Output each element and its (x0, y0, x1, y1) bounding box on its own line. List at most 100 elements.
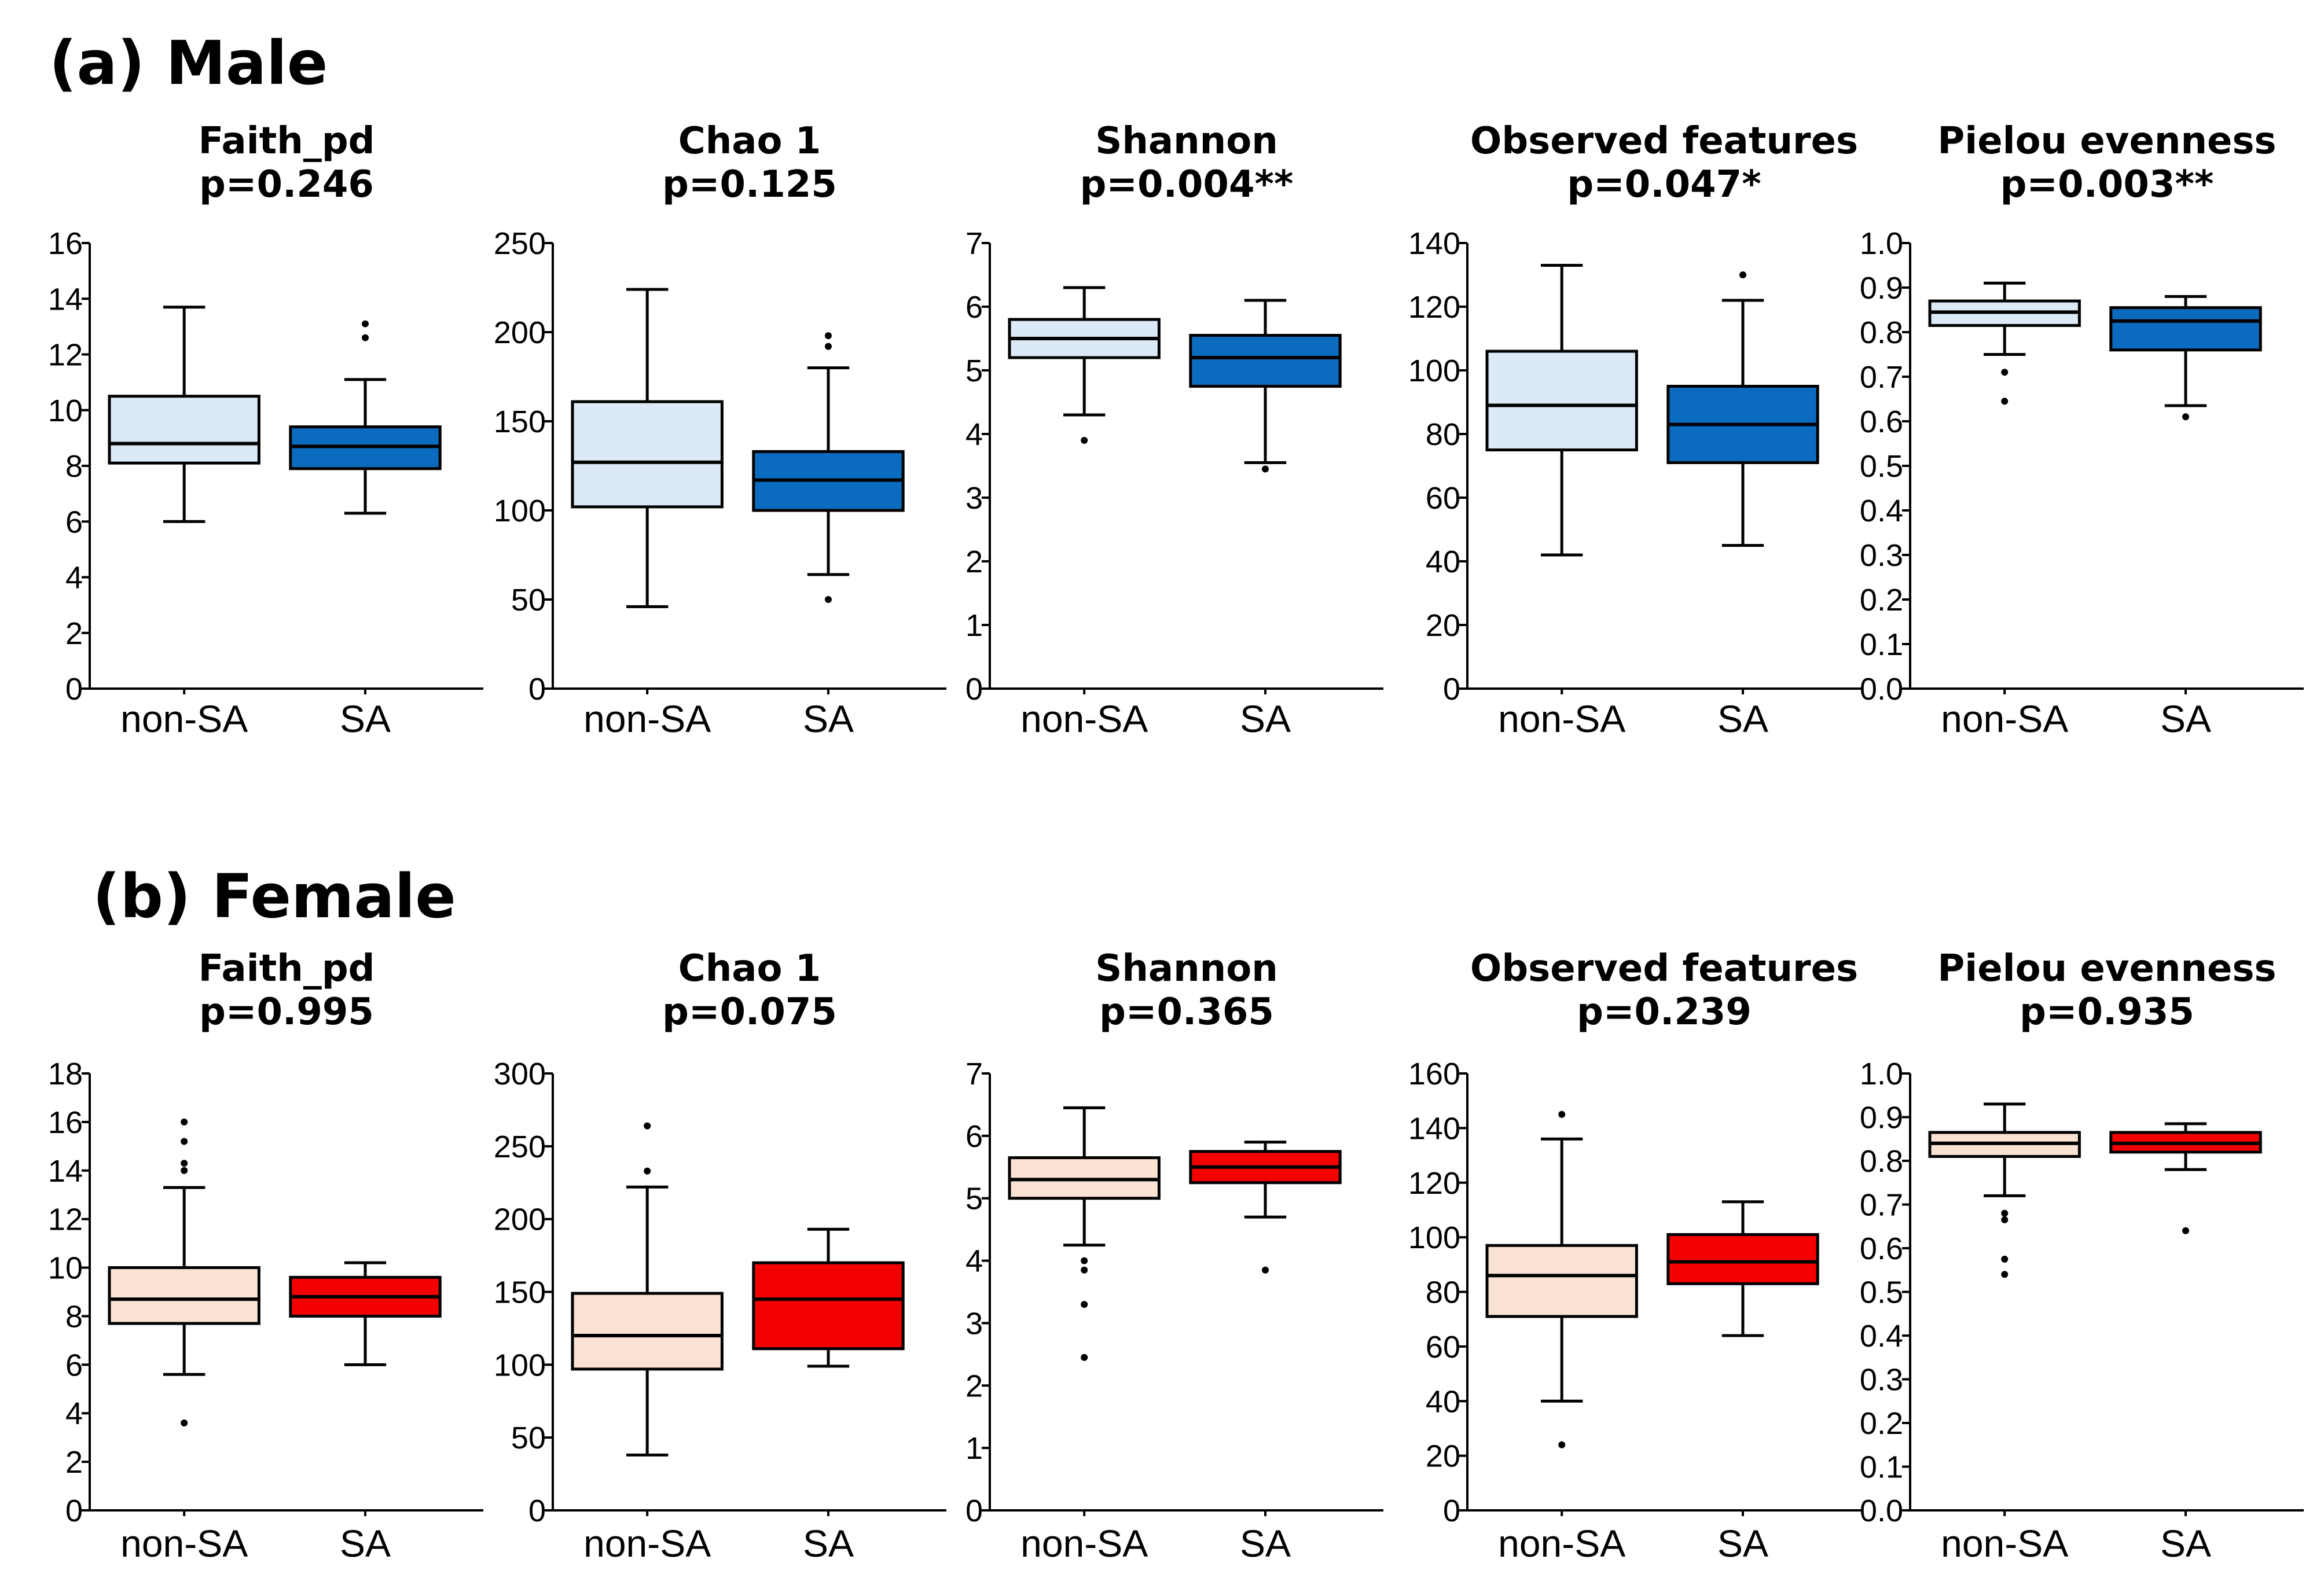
outlier-point-non-sa (1081, 1266, 1088, 1274)
x-category-label: non-SA (120, 1522, 248, 1565)
y-tick-label: 4 (65, 561, 83, 595)
box-non-sa (571, 1292, 724, 1371)
y-tick-label: 300 (494, 1057, 546, 1091)
y-tick-label: 16 (48, 1105, 83, 1140)
y-tick-label: 160 (1408, 1057, 1460, 1091)
y-tick-label: 120 (1408, 1166, 1460, 1201)
y-tick-label: 3 (965, 481, 983, 516)
outlier-point-non-sa (1558, 1110, 1566, 1118)
y-tick-label: 20 (1426, 608, 1460, 643)
outlier-point-sa (2182, 1227, 2189, 1234)
y-tick-label: 0 (1443, 1494, 1460, 1528)
y-tick-label: 1 (965, 608, 983, 643)
panel-title: Observed features (1470, 120, 1858, 163)
y-tick-label: 100 (494, 494, 546, 528)
y-tick-label: 14 (48, 1154, 83, 1189)
y-tick-label: 12 (48, 1202, 83, 1237)
y-tick-label: 250 (494, 226, 546, 261)
panel-p-value: p=0.047* (1567, 163, 1761, 206)
y-tick-label: 150 (494, 404, 546, 439)
y-tick-label: 0 (65, 672, 83, 707)
y-tick-label: 250 (494, 1130, 546, 1164)
y-tick-label: 0.6 (1860, 404, 1903, 439)
outlier-point-non-sa (1081, 1257, 1088, 1264)
x-category-label: non-SA (1020, 697, 1148, 740)
box-non-sa (1485, 350, 1638, 451)
panel-p-value: p=0.935 (2020, 991, 2194, 1034)
y-tick-label: 200 (494, 315, 546, 350)
x-category-label: non-SA (583, 1522, 711, 1565)
x-category-label: SA (1240, 697, 1291, 740)
y-tick-label: 0 (965, 1494, 983, 1528)
panel-title: Shannon (1095, 120, 1278, 163)
panel-p-value: p=0.004** (1080, 163, 1294, 206)
box-non-sa (108, 1266, 260, 1325)
box-sa (2109, 306, 2262, 352)
box-non-sa (1485, 1244, 1638, 1318)
y-tick-label: 7 (965, 226, 983, 261)
panel-title: Faith_pd (199, 120, 375, 163)
y-tick-label: 0.3 (1860, 538, 1903, 573)
y-tick-label: 16 (48, 226, 83, 261)
x-category-label: SA (1717, 1522, 1768, 1565)
outlier-point-sa (1262, 1266, 1269, 1274)
y-tick-label: 0.4 (1860, 494, 1903, 528)
panel-title: Faith_pd (199, 947, 375, 990)
y-tick-label: 4 (65, 1396, 83, 1431)
outlier-point-non-sa (644, 1167, 651, 1175)
outlier-point-non-sa (181, 1118, 188, 1126)
box-plot-female-faith-pd: Faith_pdp=0.995 0 2 4 6 8 10 12 14 16 18 non-SA SA (48, 947, 483, 1565)
y-tick-label: 0 (65, 1494, 83, 1528)
y-tick-label: 100 (494, 1348, 546, 1382)
y-tick-label: 0 (965, 672, 983, 707)
outlier-point-non-sa (2001, 1216, 2009, 1223)
panel-p-value: p=0.995 (199, 991, 374, 1034)
y-tick-label: 0.9 (1860, 271, 1903, 306)
y-tick-label: 40 (1426, 545, 1460, 579)
y-tick-label: 1.0 (1860, 1057, 1903, 1091)
x-category-label: SA (1717, 697, 1768, 740)
y-tick-label: 0.2 (1860, 583, 1903, 617)
y-tick-label: 18 (48, 1057, 83, 1091)
outlier-point-sa (362, 334, 369, 341)
outlier-point-sa (362, 320, 369, 328)
panel-title: Chao 1 (678, 947, 821, 990)
y-tick-label: 140 (1408, 226, 1460, 261)
panel-p-value: p=0.246 (199, 163, 374, 206)
box-non-sa (108, 395, 260, 465)
x-category-label: SA (340, 1522, 391, 1565)
panel-p-value: p=0.125 (662, 163, 837, 206)
y-tick-label: 2 (65, 616, 83, 651)
x-category-label: non-SA (1498, 1522, 1625, 1565)
y-tick-label: 60 (1426, 1330, 1460, 1365)
y-tick-label: 80 (1426, 417, 1460, 452)
y-tick-label: 2 (65, 1445, 83, 1480)
y-tick-label: 50 (511, 583, 546, 617)
outlier-point-non-sa (1558, 1441, 1566, 1448)
x-category-label: non-SA (1498, 697, 1625, 740)
y-tick-label: 6 (65, 505, 83, 539)
y-tick-label: 2 (965, 1369, 983, 1403)
x-category-label: SA (2160, 697, 2211, 740)
y-tick-label: 0.4 (1860, 1319, 1903, 1354)
y-tick-label: 140 (1408, 1111, 1460, 1146)
outlier-point-non-sa (644, 1122, 651, 1130)
y-tick-label: 20 (1426, 1439, 1460, 1474)
y-tick-label: 0.8 (1860, 315, 1903, 350)
outlier-point-sa (1739, 271, 1746, 278)
y-tick-label: 0.7 (1860, 360, 1903, 395)
y-tick-label: 2 (965, 545, 983, 579)
y-tick-label: 120 (1408, 290, 1460, 325)
box-sa (1666, 1233, 1819, 1285)
y-tick-label: 100 (1408, 1220, 1460, 1255)
y-tick-label: 1 (965, 1431, 983, 1466)
outlier-point-sa (825, 332, 832, 340)
outlier-point-sa (825, 596, 832, 603)
y-tick-label: 10 (48, 394, 83, 428)
box-sa (752, 1261, 905, 1351)
